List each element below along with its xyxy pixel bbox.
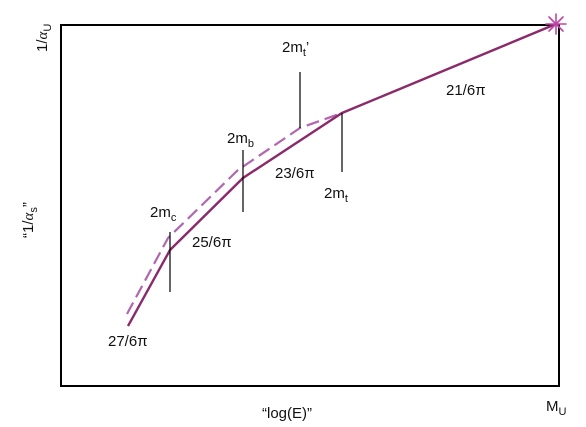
slope-label-25: 25/6π	[192, 234, 232, 251]
label-2mt: 2mt	[324, 185, 348, 205]
dashed-curve	[126, 111, 343, 315]
label-2mc: 2mc	[150, 204, 177, 224]
label-2mt-prime: 2mt’	[282, 39, 309, 59]
label-2mb: 2mb	[227, 130, 254, 150]
unification-star-icon	[545, 13, 567, 35]
x-axis-max-label: MU	[546, 398, 567, 418]
plot-frame	[60, 24, 560, 387]
y-axis-max-label: 1/αU	[34, 24, 54, 52]
slope-label-21: 21/6π	[446, 82, 486, 99]
solid-curve	[126, 22, 557, 327]
y-axis-label: “1/αs”	[20, 202, 40, 238]
slope-label-27: 27/6π	[108, 333, 148, 350]
x-axis-label: “log(E)”	[262, 405, 312, 422]
slope-label-23: 23/6π	[275, 165, 315, 182]
